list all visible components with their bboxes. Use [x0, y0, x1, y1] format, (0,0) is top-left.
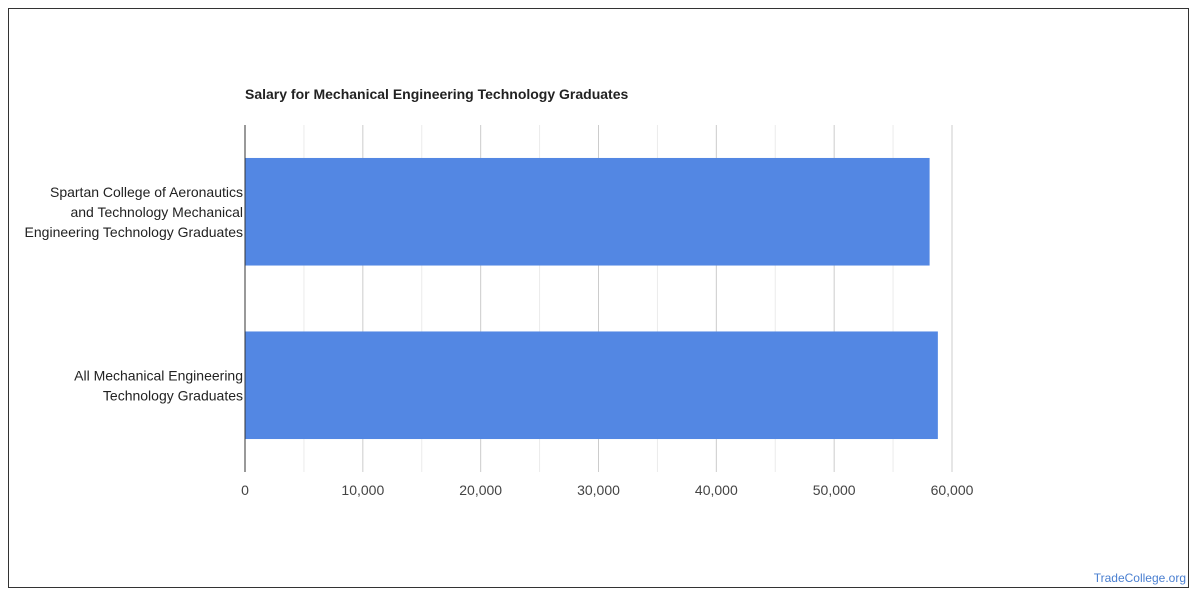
x-tick-label: 0 — [241, 482, 249, 498]
x-tick-label: 20,000 — [459, 482, 502, 498]
category-label-line: Technology Graduates — [103, 387, 243, 403]
bars — [245, 157, 938, 440]
bar[interactable] — [245, 331, 938, 440]
category-label-line: and Technology Mechanical — [70, 204, 243, 220]
category-label-line: Engineering Technology Graduates — [25, 224, 243, 240]
x-tick-label: 50,000 — [813, 482, 856, 498]
category-label-line: Spartan College of Aeronautics — [50, 184, 243, 200]
category-labels: Spartan College of Aeronautics and Techno… — [25, 184, 243, 404]
x-tick-label: 30,000 — [577, 482, 620, 498]
bar[interactable] — [245, 157, 930, 266]
category-label: Spartan College of Aeronautics and Techno… — [25, 184, 243, 240]
category-label: All Mechanical Engineering Technology Gra… — [74, 367, 243, 403]
x-tick-label: 10,000 — [341, 482, 384, 498]
x-tick-label: 40,000 — [695, 482, 738, 498]
x-tick-labels: 0 10,000 20,000 30,000 40,000 50,000 60,000 — [241, 482, 974, 498]
chart-title: Salary for Mechanical Engineering Techno… — [245, 86, 628, 102]
source-credit-link[interactable]: TradeCollege.org — [1093, 571, 1186, 585]
x-tick-label: 60,000 — [931, 482, 974, 498]
category-label-line: All Mechanical Engineering — [74, 367, 243, 383]
